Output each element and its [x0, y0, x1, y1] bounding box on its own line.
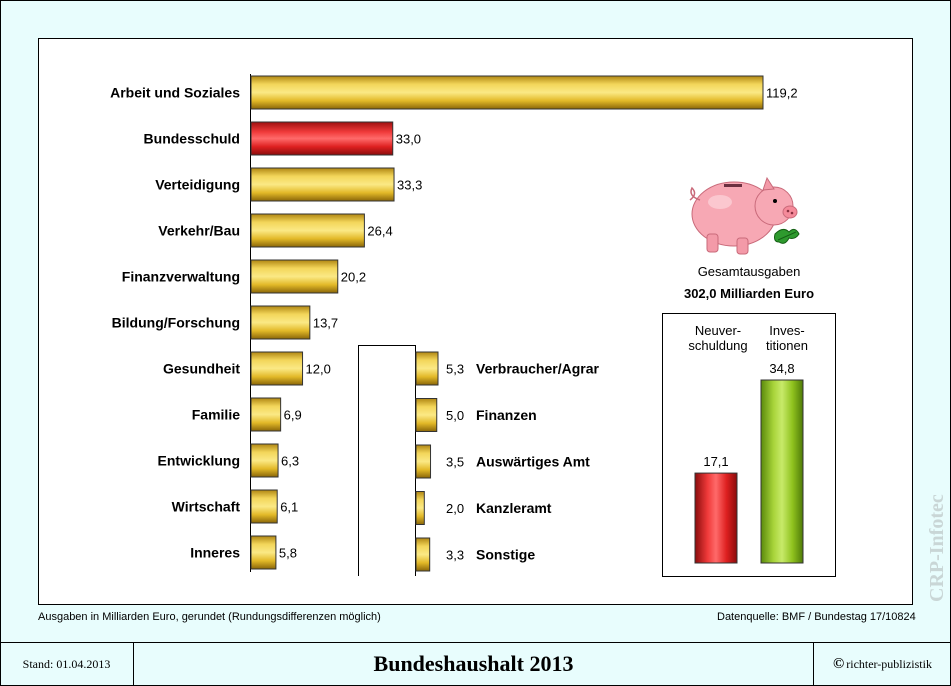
footer-divider [0, 642, 951, 643]
bar-value-label: 5,0 [446, 408, 464, 423]
unit-note: Ausgaben in Milliarden Euro, gerundet (R… [38, 611, 381, 623]
category-label: Bundesschuld [144, 131, 240, 147]
bar-value-label: 5,3 [446, 362, 464, 377]
bar-value-label: 3,3 [446, 548, 464, 563]
bar-value-label: 5,8 [279, 546, 297, 561]
category-label: Finanzen [476, 407, 537, 423]
bar [250, 305, 311, 340]
summary-label: Gesamtausgaben [698, 264, 801, 279]
category-label: Verteidigung [155, 177, 240, 193]
bar [250, 351, 304, 386]
small-bar [694, 472, 738, 564]
small-bar [760, 379, 804, 564]
source-note: Datenquelle: BMF / Bundestag 17/10824 [717, 611, 916, 623]
category-label: Entwicklung [158, 453, 240, 469]
budget-chart: Arbeit und Soziales 119,2 Bundesschuld 33,0… [110, 74, 836, 577]
bar [250, 75, 764, 110]
bar [415, 491, 425, 525]
small-bar-value-label: 34,8 [769, 361, 794, 376]
bar [250, 443, 279, 478]
small-bar-value-label: 17,1 [703, 454, 728, 469]
bar [250, 489, 278, 524]
category-label: Verkehr/Bau [158, 223, 240, 239]
bar-value-label: 12,0 [306, 362, 331, 377]
bar-value-label: 13,7 [313, 316, 338, 331]
secondary-bracket [358, 345, 416, 576]
bar-value-label: 2,0 [446, 501, 464, 516]
small-category-label: schuldung [688, 338, 747, 353]
piggy-bank-icon [689, 176, 798, 255]
bar-value-label: 33,0 [396, 132, 421, 147]
copyright-icon: © [833, 656, 845, 672]
category-label: Finanzverwaltung [122, 269, 240, 285]
bar-value-label: 6,1 [280, 500, 298, 515]
page-title: Bundeshaushalt 2013 [134, 643, 814, 685]
category-label: Familie [192, 407, 240, 423]
bar-value-label: 119,2 [766, 86, 798, 101]
bar-value-label: 6,9 [284, 408, 302, 423]
publisher-name: richter-publizistik [846, 657, 932, 671]
bar [250, 259, 339, 294]
watermark: CRP-Infotec [926, 494, 948, 602]
bar-value-label: 6,3 [281, 454, 299, 469]
category-label: Bildung/Forschung [112, 315, 240, 331]
bar [250, 167, 395, 202]
bar-value-label: 3,5 [446, 455, 464, 470]
bar [250, 213, 365, 248]
small-category-label: Neuver- [695, 323, 741, 338]
bar [250, 121, 394, 156]
category-label: Inneres [190, 545, 240, 561]
financing-chart-box [662, 313, 836, 577]
stand-date: Stand: 01.04.2013 [0, 643, 134, 685]
category-label: Wirtschaft [172, 499, 241, 515]
bar-value-label: 33,3 [397, 178, 422, 193]
small-category-label: Inves- [769, 323, 804, 338]
publisher: © richter-publizistik [814, 643, 951, 685]
bar [415, 351, 439, 386]
small-category-label: titionen [766, 338, 808, 353]
bar-value-label: 20,2 [341, 270, 366, 285]
bar [415, 444, 432, 479]
category-label: Gesundheit [163, 361, 240, 377]
bar-value-label: 26,4 [367, 224, 392, 239]
leaf-icon [774, 228, 800, 244]
category-label: Sonstige [476, 547, 535, 563]
bar [250, 397, 282, 432]
category-label: Verbraucher/Agrar [476, 361, 599, 377]
bar [250, 535, 277, 570]
summary-value: 302,0 Milliarden Euro [684, 286, 814, 301]
bar [415, 398, 438, 432]
category-label: Kanzleramt [476, 500, 552, 516]
category-label: Arbeit und Soziales [110, 85, 240, 101]
category-label: Auswärtiges Amt [476, 454, 590, 470]
bar [415, 537, 431, 572]
